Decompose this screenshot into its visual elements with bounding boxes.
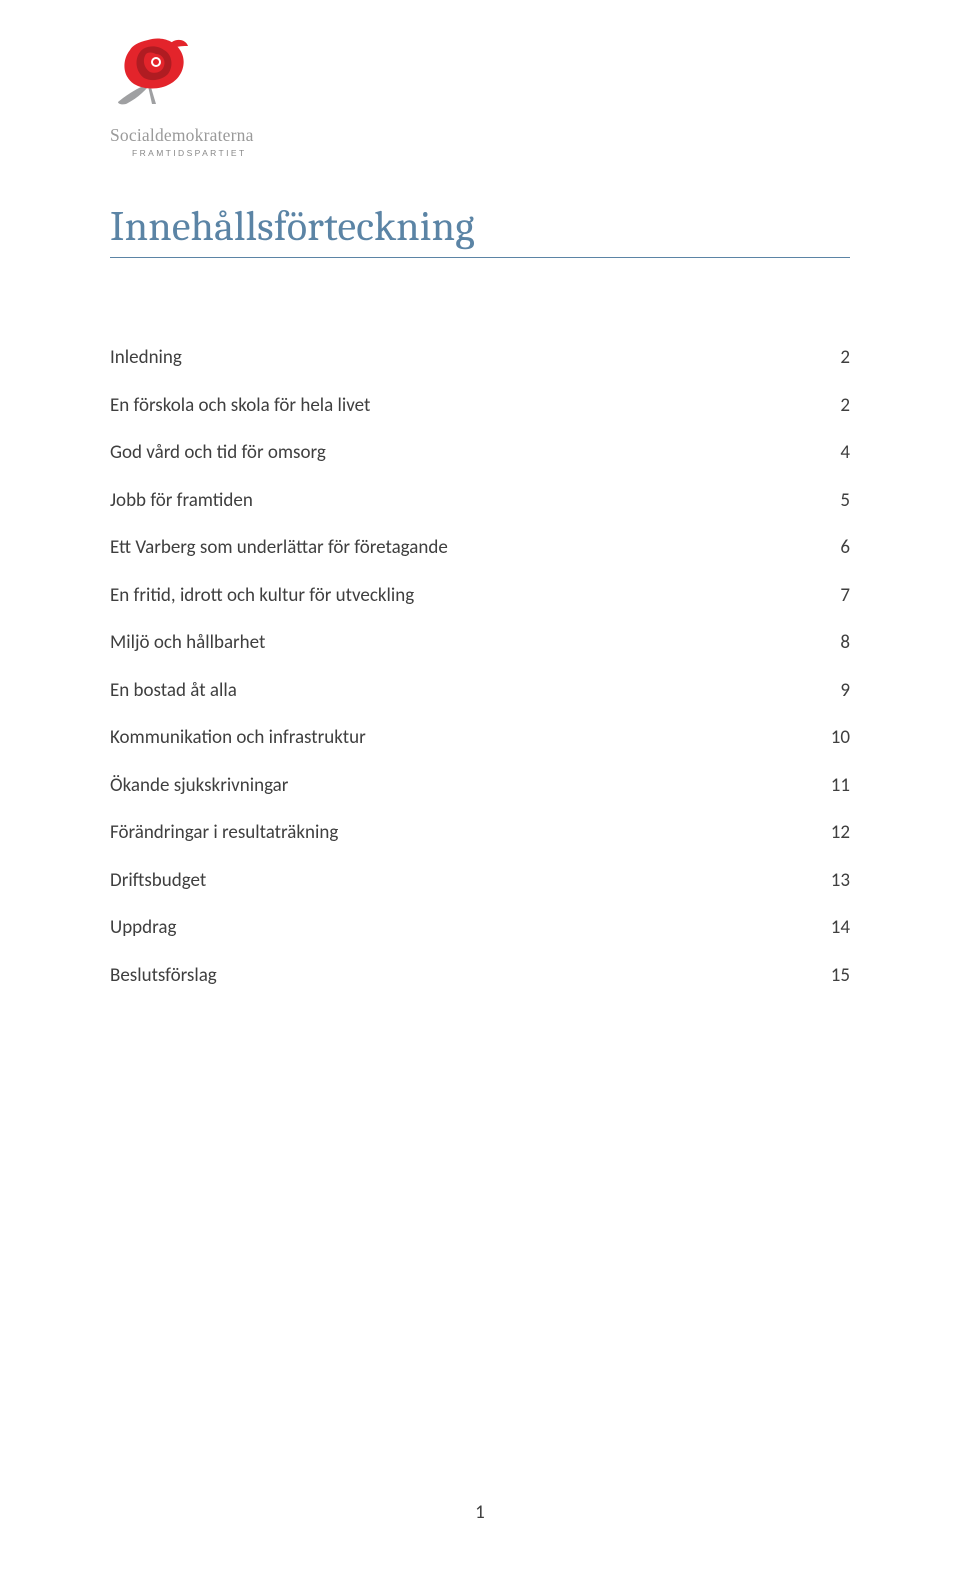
party-logo: Socialdemokraterna FRAMTIDSPARTIET xyxy=(110,32,850,158)
toc-label: Förändringar i resultaträkning xyxy=(110,821,338,844)
toc-label: Kommunikation och infrastruktur xyxy=(110,726,366,749)
rose-logo-icon xyxy=(112,32,850,115)
toc-page: 7 xyxy=(840,584,850,607)
toc-row: En förskola och skola för hela livet 2 xyxy=(110,394,850,417)
toc-label: Beslutsförslag xyxy=(110,964,217,987)
toc-label: Miljö och hållbarhet xyxy=(110,631,265,654)
toc-page: 2 xyxy=(840,346,850,369)
toc-row: Driftsbudget 13 xyxy=(110,869,850,892)
toc-label: Uppdrag xyxy=(110,916,176,939)
toc-label: En förskola och skola för hela livet xyxy=(110,394,370,417)
toc-label: En fritid, idrott och kultur för utveckl… xyxy=(110,584,414,607)
toc-label: En bostad åt alla xyxy=(110,679,237,702)
toc-row: En bostad åt alla 9 xyxy=(110,679,850,702)
toc-label: God vård och tid för omsorg xyxy=(110,441,326,464)
toc-page: 11 xyxy=(831,774,850,797)
logo-text-sub: FRAMTIDSPARTIET xyxy=(132,148,850,158)
toc-page: 4 xyxy=(840,441,850,464)
toc-page: 15 xyxy=(831,964,850,987)
toc-page: 9 xyxy=(840,679,850,702)
toc-row: Uppdrag 14 xyxy=(110,916,850,939)
toc-row: Ökande sjukskrivningar 11 xyxy=(110,774,850,797)
toc-row: En fritid, idrott och kultur för utveckl… xyxy=(110,584,850,607)
toc-label: Ett Varberg som underlättar för företaga… xyxy=(110,536,448,559)
toc-page: 13 xyxy=(831,869,850,892)
page: Socialdemokraterna FRAMTIDSPARTIET Inneh… xyxy=(0,0,960,1588)
table-of-contents: Inledning 2 En förskola och skola för he… xyxy=(110,346,850,987)
logo-text-main: Socialdemokraterna xyxy=(110,125,850,146)
toc-page: 5 xyxy=(840,489,850,512)
toc-label: Driftsbudget xyxy=(110,869,206,892)
toc-page: 2 xyxy=(840,394,850,417)
page-number: 1 xyxy=(0,1501,960,1524)
page-title: Innehållsförteckning xyxy=(110,202,850,258)
toc-row: Förändringar i resultaträkning 12 xyxy=(110,821,850,844)
toc-page: 12 xyxy=(831,821,850,844)
toc-label: Jobb för framtiden xyxy=(110,489,253,512)
toc-page: 10 xyxy=(831,726,850,749)
toc-row: Ett Varberg som underlättar för företaga… xyxy=(110,536,850,559)
toc-page: 8 xyxy=(840,631,850,654)
toc-row: God vård och tid för omsorg 4 xyxy=(110,441,850,464)
toc-page: 14 xyxy=(831,916,850,939)
toc-row: Inledning 2 xyxy=(110,346,850,369)
toc-row: Beslutsförslag 15 xyxy=(110,964,850,987)
toc-row: Jobb för framtiden 5 xyxy=(110,489,850,512)
toc-row: Kommunikation och infrastruktur 10 xyxy=(110,726,850,749)
toc-row: Miljö och hållbarhet 8 xyxy=(110,631,850,654)
toc-page: 6 xyxy=(840,536,850,559)
toc-label: Inledning xyxy=(110,346,182,369)
toc-label: Ökande sjukskrivningar xyxy=(110,774,288,797)
